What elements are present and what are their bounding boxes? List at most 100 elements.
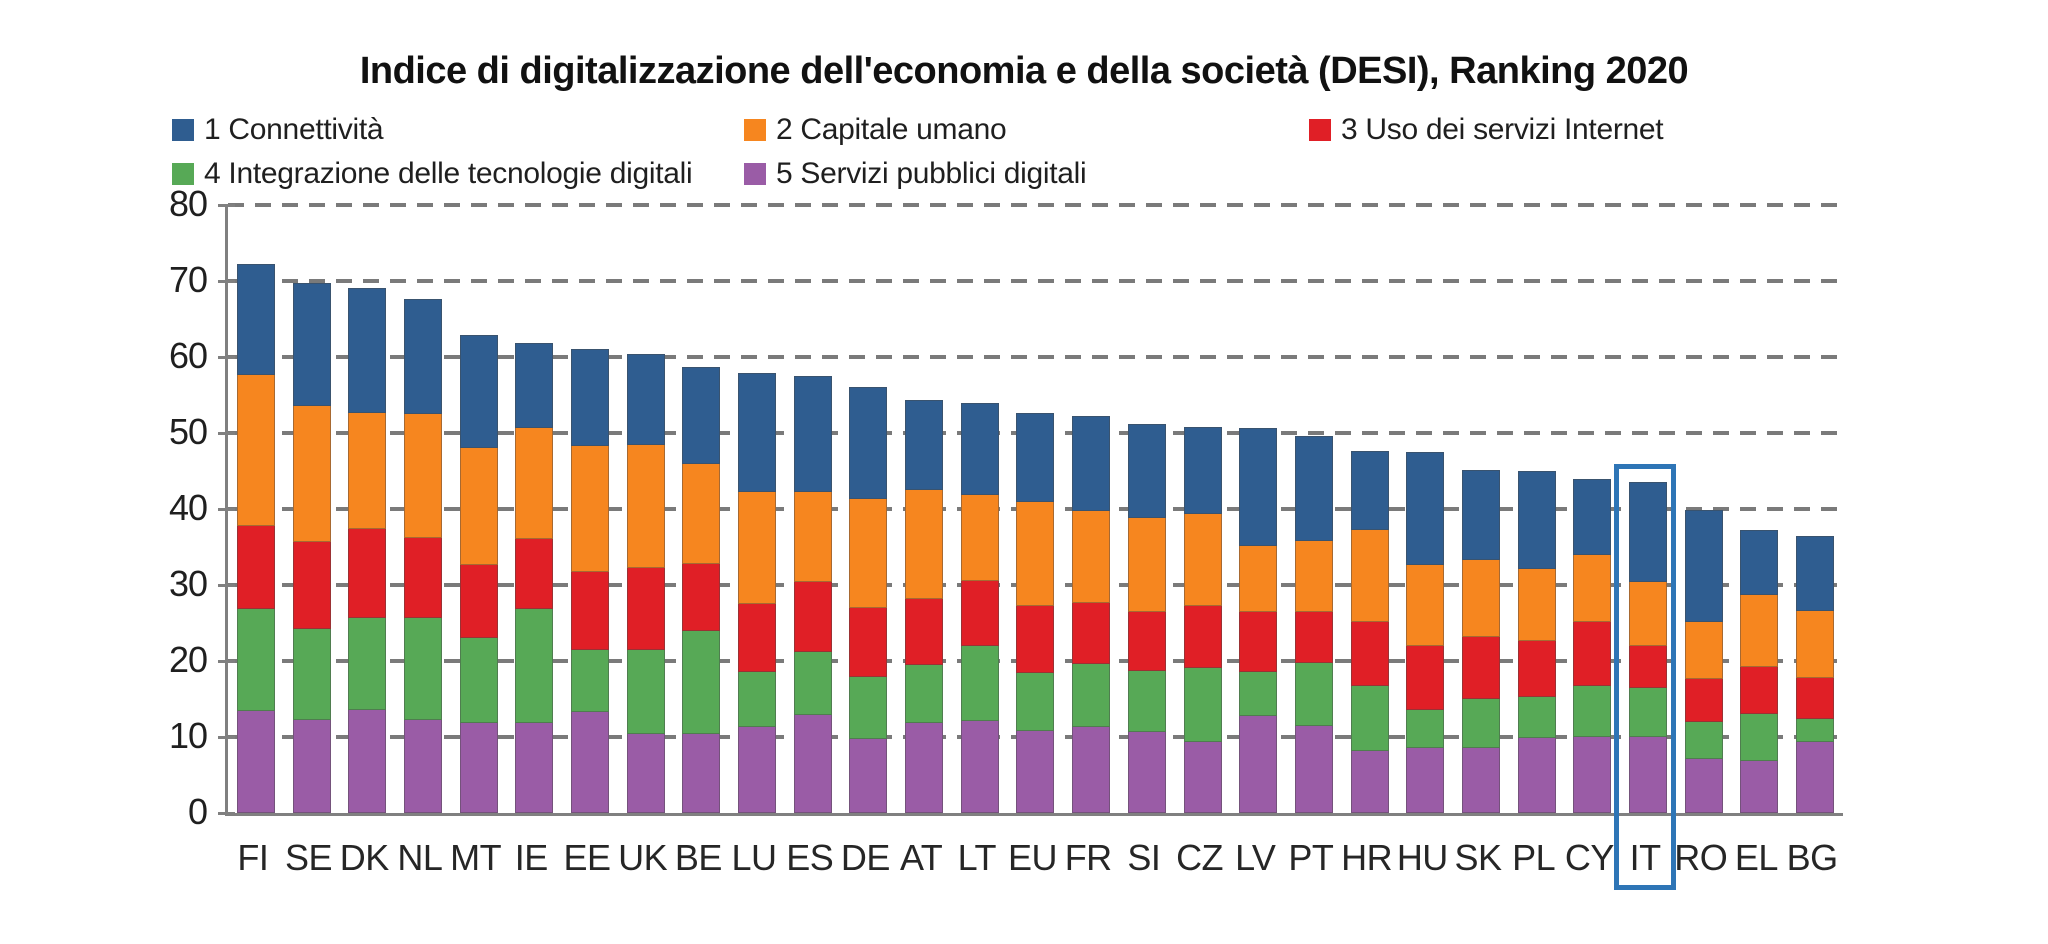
x-axis-label-IE: IE bbox=[514, 837, 549, 878]
segment-RO-4-integrazione-delle-tecnologie-digitali bbox=[1684, 721, 1723, 760]
stacked-bar-DE bbox=[849, 386, 888, 813]
segment-UK-3-uso-dei-servizi-internet bbox=[626, 567, 665, 651]
y-axis-tick-30 bbox=[218, 583, 235, 587]
stacked-bar-SE bbox=[292, 283, 331, 813]
segment-UK-4-integrazione-delle-tecnologie-digitali bbox=[626, 650, 665, 734]
stacked-bar-SI bbox=[1127, 423, 1166, 813]
stacked-bar-AT bbox=[905, 400, 944, 813]
x-axis-label-HR: HR bbox=[1341, 837, 1393, 878]
segment-EU-4-integrazione-delle-tecnologie-digitali bbox=[1016, 673, 1055, 731]
x-axis-label-EL: EL bbox=[1734, 837, 1779, 878]
stacked-bar-CY bbox=[1573, 479, 1612, 813]
stacked-bar-IE bbox=[515, 343, 554, 813]
segment-SK-3-uso-dei-servizi-internet bbox=[1462, 636, 1501, 700]
segment-FR-4-integrazione-delle-tecnologie-digitali bbox=[1072, 664, 1111, 728]
bar-column-NL bbox=[395, 205, 451, 813]
segment-FR-2-capitale-umano bbox=[1072, 511, 1111, 603]
stacked-bar-RO bbox=[1684, 509, 1723, 813]
segment-SE-3-uso-dei-servizi-internet bbox=[292, 541, 331, 630]
segment-PT-5-servizi-pubblici-digitali bbox=[1294, 725, 1333, 813]
segment-FI-3-uso-dei-servizi-internet bbox=[236, 525, 275, 610]
x-axis-label-LT: LT bbox=[957, 837, 997, 878]
segment-LT-1-connettività bbox=[960, 403, 999, 495]
y-axis-tick-70 bbox=[218, 279, 235, 283]
bar-column-UK bbox=[618, 205, 674, 813]
stacked-bar-UK bbox=[626, 354, 665, 813]
bar-column-HU bbox=[1397, 205, 1453, 813]
x-axis-label-SE: SE bbox=[285, 837, 333, 878]
segment-FR-3-uso-dei-servizi-internet bbox=[1072, 602, 1111, 665]
segment-LT-4-integrazione-delle-tecnologie-digitali bbox=[960, 645, 999, 722]
segment-MT-5-servizi-pubblici-digitali bbox=[459, 723, 498, 813]
x-axis-label-SK: SK bbox=[1454, 837, 1503, 878]
x-axis-label-PT: PT bbox=[1288, 837, 1334, 878]
segment-EU-2-capitale-umano bbox=[1016, 502, 1055, 607]
segment-BE-3-uso-dei-servizi-internet bbox=[682, 563, 721, 632]
legend-label: 1 Connettività bbox=[204, 113, 384, 146]
x-axis-label-EU: EU bbox=[1007, 837, 1058, 878]
segment-HR-1-connettività bbox=[1350, 451, 1389, 531]
segment-CY-4-integrazione-delle-tecnologie-digitali bbox=[1573, 686, 1612, 737]
legend-item-digital-public-services: 5 Servizi pubblici digitali bbox=[744, 156, 1087, 192]
segment-NL-1-connettività bbox=[403, 298, 442, 415]
x-axis-label-FI: FI bbox=[237, 837, 269, 878]
x-axis-label-SI: SI bbox=[1127, 837, 1161, 878]
segment-LV-5-servizi-pubblici-digitali bbox=[1239, 716, 1278, 813]
segment-ES-5-servizi-pubblici-digitali bbox=[793, 714, 832, 813]
bar-column-FI bbox=[228, 205, 284, 813]
segment-FI-5-servizi-pubblici-digitali bbox=[236, 711, 275, 813]
segment-HR-3-uso-dei-servizi-internet bbox=[1350, 622, 1389, 687]
segment-SI-1-connettività bbox=[1127, 423, 1166, 519]
bar-column-AT bbox=[896, 205, 952, 813]
segment-HU-2-capitale-umano bbox=[1406, 565, 1445, 646]
y-axis-label-0: 0 bbox=[187, 791, 208, 832]
x-axis-label-NL: NL bbox=[397, 837, 443, 878]
chart-title: Indice di digitalizzazione dell'economia… bbox=[359, 50, 1689, 92]
segment-HR-4-integrazione-delle-tecnologie-digitali bbox=[1350, 686, 1389, 751]
segment-NL-4-integrazione-delle-tecnologie-digitali bbox=[403, 618, 442, 721]
segment-IT-2-capitale-umano bbox=[1629, 582, 1668, 646]
x-axis-label-CY: CY bbox=[1564, 837, 1615, 878]
y-axis-label-30: 30 bbox=[168, 563, 208, 604]
segment-LV-1-connettività bbox=[1239, 427, 1278, 547]
segment-BG-4-integrazione-delle-tecnologie-digitali bbox=[1796, 718, 1835, 742]
segment-CY-2-capitale-umano bbox=[1573, 554, 1612, 622]
x-axis-label-AT: AT bbox=[899, 837, 943, 878]
stacked-bar-SK bbox=[1462, 469, 1501, 813]
x-axis-label-LV: LV bbox=[1235, 837, 1276, 878]
digital-public-services-swatch-icon bbox=[744, 163, 766, 185]
segment-UK-2-capitale-umano bbox=[626, 445, 665, 568]
segment-DE-4-integrazione-delle-tecnologie-digitali bbox=[849, 676, 888, 740]
segment-EE-5-servizi-pubblici-digitali bbox=[570, 711, 609, 813]
segment-LV-4-integrazione-delle-tecnologie-digitali bbox=[1239, 672, 1278, 717]
segment-BE-5-servizi-pubblici-digitali bbox=[682, 733, 721, 813]
segment-MT-4-integrazione-delle-tecnologie-digitali bbox=[459, 638, 498, 724]
segment-LV-3-uso-dei-servizi-internet bbox=[1239, 611, 1278, 673]
x-axis-label-MT: MT bbox=[450, 837, 502, 878]
human-capital-swatch-icon bbox=[744, 119, 766, 141]
segment-FR-5-servizi-pubblici-digitali bbox=[1072, 727, 1111, 813]
segment-DE-1-connettività bbox=[849, 386, 888, 500]
stacked-bar-FR bbox=[1072, 416, 1111, 813]
segment-CY-5-servizi-pubblici-digitali bbox=[1573, 737, 1612, 813]
bar-column-IE bbox=[506, 205, 562, 813]
segment-DE-2-capitale-umano bbox=[849, 499, 888, 608]
segment-SI-3-uso-dei-servizi-internet bbox=[1127, 611, 1166, 671]
legend-label: 5 Servizi pubblici digitali bbox=[776, 157, 1087, 190]
bar-column-LV bbox=[1230, 205, 1286, 813]
x-axis-label-DE: DE bbox=[840, 837, 891, 878]
plot-area bbox=[218, 203, 1843, 816]
legend-item-digital-tech-integration: 4 Integrazione delle tecnologie digitali bbox=[172, 156, 693, 192]
internet-use-swatch-icon bbox=[1309, 119, 1331, 141]
stacked-bar-EL bbox=[1740, 529, 1779, 813]
segment-LU-2-capitale-umano bbox=[738, 491, 777, 605]
segment-SI-5-servizi-pubblici-digitali bbox=[1127, 731, 1166, 813]
legend-label: 2 Capitale umano bbox=[776, 113, 1007, 146]
segment-DK-5-servizi-pubblici-digitali bbox=[348, 710, 387, 813]
bar-column-MT bbox=[451, 205, 507, 813]
segment-IT-1-connettività bbox=[1629, 481, 1668, 582]
y-axis-tick-80 bbox=[218, 203, 235, 207]
segment-DK-4-integrazione-delle-tecnologie-digitali bbox=[348, 617, 387, 711]
segment-SK-2-capitale-umano bbox=[1462, 559, 1501, 637]
